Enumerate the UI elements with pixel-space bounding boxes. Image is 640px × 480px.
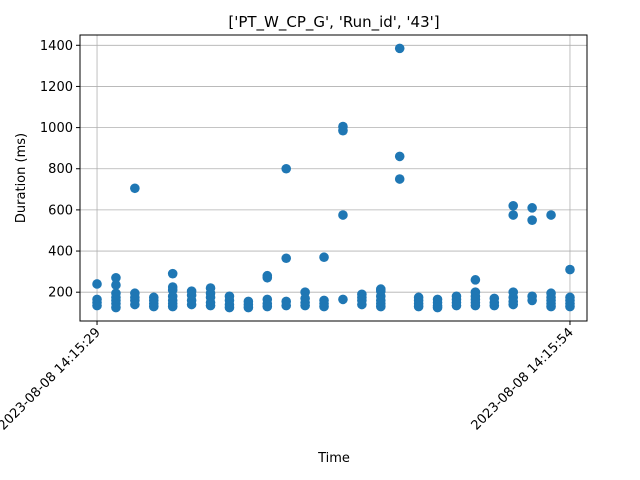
data-point xyxy=(111,272,121,283)
data-point xyxy=(565,264,575,275)
data-point xyxy=(130,183,140,194)
data-point xyxy=(451,300,462,311)
data-point xyxy=(167,268,178,279)
data-point xyxy=(527,215,537,225)
data-point xyxy=(338,294,348,305)
data-point xyxy=(565,301,575,312)
data-point xyxy=(470,275,481,285)
data-point xyxy=(338,125,348,136)
data-point xyxy=(111,302,121,313)
data-point xyxy=(281,163,292,174)
data-point xyxy=(489,300,500,311)
plot-area-frame xyxy=(79,34,588,322)
chart-title: ['PT_W_CP_G', 'Run_id', '43'] xyxy=(228,13,439,32)
data-point xyxy=(413,301,424,312)
data-point xyxy=(508,210,519,220)
y-tick-label: 400 xyxy=(48,245,73,260)
data-point xyxy=(508,299,519,310)
data-point xyxy=(186,299,197,310)
data-point xyxy=(432,302,443,313)
data-point xyxy=(243,302,254,313)
data-point xyxy=(338,210,348,220)
data-point xyxy=(527,203,537,213)
y-tick-label: 1200 xyxy=(40,80,73,95)
data-point xyxy=(92,279,102,289)
x-axis-title: Time xyxy=(317,451,350,466)
grid-lines xyxy=(80,35,587,321)
data-point xyxy=(527,295,537,306)
data-point xyxy=(205,300,216,311)
data-point xyxy=(470,300,481,311)
data-points xyxy=(92,43,575,313)
data-point xyxy=(357,299,367,310)
data-point xyxy=(167,301,178,312)
data-point xyxy=(224,302,235,313)
data-point xyxy=(130,299,140,310)
data-point xyxy=(148,301,159,312)
data-point xyxy=(262,272,273,283)
data-point xyxy=(546,210,556,220)
y-tick-label: 200 xyxy=(48,286,73,301)
data-point xyxy=(92,300,102,311)
y-axis-title: Duration (ms) xyxy=(14,133,29,223)
data-point xyxy=(394,43,405,54)
data-point xyxy=(300,300,310,311)
data-point xyxy=(111,280,121,290)
data-point xyxy=(281,300,292,311)
data-point xyxy=(281,253,292,264)
data-point xyxy=(508,200,519,211)
data-point xyxy=(546,301,556,312)
data-point xyxy=(319,252,329,263)
data-point xyxy=(394,174,405,184)
data-point xyxy=(319,301,329,312)
y-tick-label: 600 xyxy=(48,203,73,218)
data-point xyxy=(375,301,386,312)
data-point xyxy=(262,301,273,312)
data-point xyxy=(394,151,405,162)
y-tick-label: 1000 xyxy=(40,121,73,136)
y-tick-label: 1400 xyxy=(40,39,73,54)
y-tick-label: 800 xyxy=(48,162,73,177)
